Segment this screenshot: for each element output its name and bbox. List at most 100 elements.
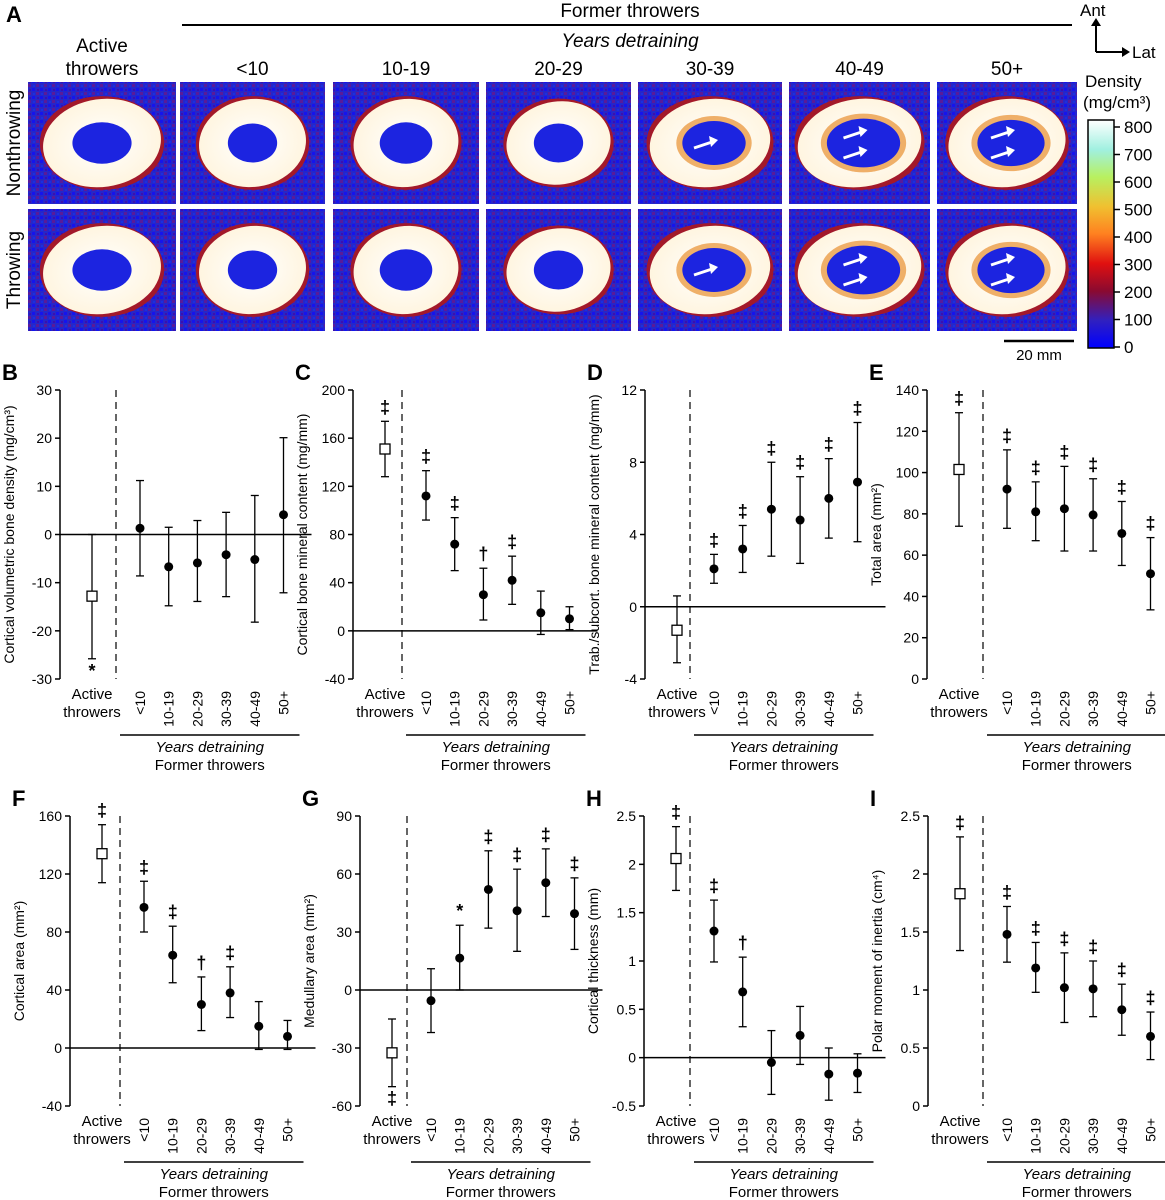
category-label: 10-19 [161, 691, 177, 727]
y-tick-label: 2 [628, 856, 636, 872]
category-label: 30-39 [218, 691, 234, 727]
colorbar-tick-label: 500 [1124, 201, 1152, 220]
years-detraining-label: Years detraining [730, 739, 839, 756]
arrowhead-icon [1006, 146, 1015, 157]
y-tick-label: 12 [621, 382, 637, 398]
y-tick-label: 120 [322, 478, 346, 494]
panel-label: C [295, 360, 311, 385]
category-label: <10 [418, 691, 434, 715]
panel-label: F [12, 786, 25, 811]
category-label: 20-29 [475, 691, 491, 727]
bone-scan-image [486, 82, 631, 204]
former-mean-point [766, 504, 776, 514]
bone-scan-image [937, 82, 1077, 204]
former-significance-marker: ‡ [225, 943, 235, 963]
active-throwers-header-line2: throwers [66, 59, 139, 80]
active-mean-marker [96, 848, 108, 860]
y-tick-label: 60 [336, 866, 352, 882]
y-tick-label: 90 [336, 808, 352, 824]
y-tick-label: 1.5 [617, 905, 637, 921]
former-mean-point [1059, 504, 1069, 514]
category-label: 10-19 [735, 691, 751, 727]
y-tick-label: 30 [36, 382, 52, 398]
y-tick-label: 40 [903, 588, 919, 604]
former-significance-marker: ‡ [738, 501, 748, 521]
former-throwers-label: Former throwers [1022, 757, 1132, 774]
bone-scan-image [333, 82, 479, 204]
active-category-label-line1: Active [365, 686, 406, 703]
former-mean-point [426, 996, 436, 1006]
active-significance-marker: ‡ [671, 803, 681, 823]
y-tick-label: -40 [42, 1098, 62, 1114]
category-label: 20-29 [189, 691, 205, 727]
y-tick-label: 100 [896, 465, 920, 481]
y-tick-label: -10 [32, 575, 52, 591]
y-axis-label: Total area (mm²) [868, 483, 884, 586]
y-tick-label: 1.5 [901, 924, 921, 940]
bone-scan-image [638, 209, 782, 331]
former-mean-point [1059, 983, 1069, 993]
column-headers: <10 10-19 20-29 30-39 40-49 50+ [236, 59, 1023, 80]
y-tick-label: 10 [36, 478, 52, 494]
former-mean-point [738, 544, 748, 554]
colorbar-tick-label: 300 [1124, 256, 1152, 275]
former-significance-marker: ‡ [852, 399, 862, 419]
former-mean-point [283, 1031, 292, 1041]
chart-panel-b: B -30 -20 -10 0 10 20 30 Cortical volumetric bon… [1, 360, 312, 774]
former-throwers-label: Former throwers [729, 1184, 839, 1200]
category-label: 30-39 [509, 1118, 525, 1154]
arrowhead-icon [858, 253, 868, 264]
y-tick-label: -30 [32, 671, 52, 687]
category-label: 40-49 [533, 691, 549, 727]
former-mean-point [1031, 963, 1041, 973]
category-label: 50+ [562, 691, 578, 715]
colorbar-tick-label: 200 [1124, 283, 1152, 302]
former-mean-point [483, 884, 493, 894]
arrow-icon [843, 277, 862, 287]
y-tick-label: 160 [322, 430, 346, 446]
former-mean-point [853, 477, 862, 487]
y-tick-label: 0 [337, 623, 345, 639]
active-category-label-line1: Active [82, 1113, 123, 1130]
former-significance-marker: ‡ [1059, 442, 1069, 462]
scale-bar-label: 20 mm [1016, 347, 1062, 364]
chart-panel-c: C -40 0 40 80 120 160 200 Cortical bone mineral … [294, 360, 598, 774]
former-mean-point [1146, 1031, 1155, 1041]
former-significance-marker: ‡ [1002, 882, 1012, 902]
active-mean-marker [671, 624, 683, 636]
former-mean-point [738, 987, 748, 997]
arrowhead-icon [858, 146, 868, 157]
former-significance-marker: ‡ [1002, 426, 1012, 446]
former-significance-marker: † [196, 953, 206, 973]
bone-scan-image [180, 82, 325, 204]
y-tick-label: 4 [629, 527, 637, 543]
row-label: Throwing [4, 231, 25, 309]
former-mean-point [139, 902, 149, 912]
former-mean-point [279, 510, 288, 520]
bone-scan-image [180, 209, 325, 331]
former-significance-marker: ‡ [1117, 960, 1127, 980]
y-axis-label: Trab./subcort. bone mineral content (mg/… [586, 394, 602, 674]
former-significance-marker: ‡ [569, 854, 579, 874]
years-detraining-label: Years detraining [1023, 1166, 1132, 1183]
y-tick-label: 80 [329, 527, 345, 543]
arrowhead-icon [858, 126, 868, 137]
category-label: <10 [999, 1118, 1015, 1142]
chart-panel-g: G -60 -30 0 30 60 90 Medullary area (mm²) ‡ <10 * 1… [301, 786, 603, 1200]
y-axis-label: Cortical bone mineral content (mg/mm) [294, 414, 310, 656]
former-mean-point [254, 1021, 264, 1031]
panel-label-a: A [6, 2, 22, 27]
active-significance-marker: ‡ [954, 389, 964, 409]
former-significance-marker: ‡ [1145, 988, 1155, 1008]
orientation-indicator: Ant Lat [1080, 1, 1156, 62]
former-throwers-label: Former throwers [159, 1184, 269, 1200]
years-detraining-label: Years detraining [730, 1166, 839, 1183]
y-tick-label: 20 [903, 630, 919, 646]
y-axis-label: Cortical thickness (mm) [585, 888, 601, 1034]
former-mean-point [1002, 929, 1012, 939]
y-tick-label: 0 [911, 671, 919, 687]
years-detraining-label: Years detraining [442, 739, 551, 756]
arrowhead-icon [1006, 126, 1015, 137]
category-label: 40-49 [821, 691, 837, 727]
active-mean-marker [86, 590, 98, 602]
